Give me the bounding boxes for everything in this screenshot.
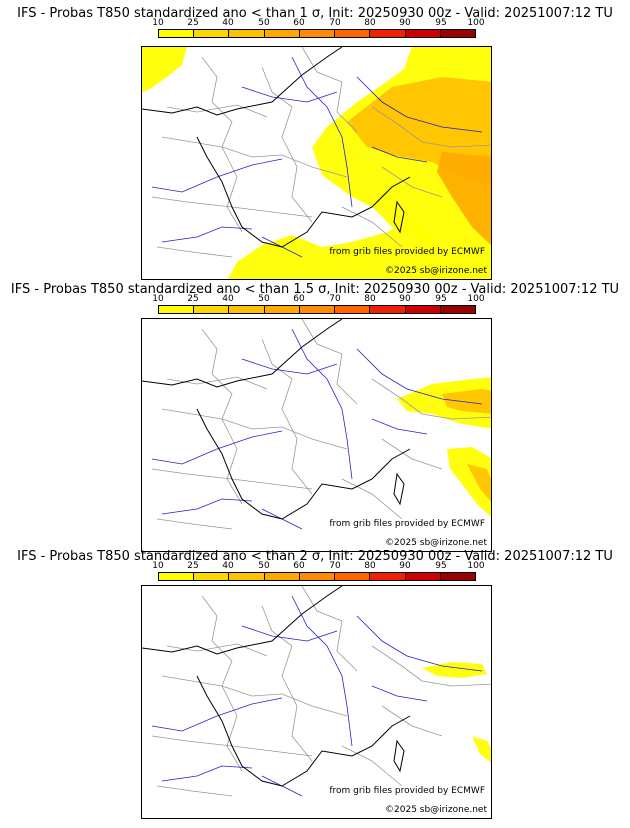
colorbar-swatch (405, 30, 441, 37)
colorbar-tick: 80 (364, 561, 376, 571)
colorbar-swatch (264, 30, 300, 37)
colorbar-tick: 70 (329, 294, 341, 304)
colorbar-swatch (370, 306, 406, 313)
colorbar-swatch (264, 306, 300, 313)
colorbar-swatch (335, 573, 371, 580)
colorbar-tick: 80 (364, 294, 376, 304)
colorbar-swatch (299, 573, 336, 580)
colorbar-tick: 90 (399, 561, 411, 571)
coastline (142, 47, 411, 248)
colorbar-tick: 25 (187, 18, 199, 28)
colorbar-swatch (159, 573, 195, 580)
rivers (151, 328, 483, 530)
rivers (151, 595, 483, 797)
colorbar-tick: 70 (329, 18, 341, 28)
colorbar-tick: 100 (467, 18, 485, 28)
colorbar-swatch (159, 306, 195, 313)
map-frame: from grib files provided by ECMWF ©2025 … (141, 46, 492, 280)
colorbar-swatch (229, 30, 265, 37)
colorbar-swatch (194, 306, 230, 313)
colorbar-tick: 40 (222, 294, 234, 304)
colorbar-tick: 40 (222, 561, 234, 571)
data-source-credit: from grib files provided by ECMWF (329, 519, 485, 529)
admin-borders (151, 586, 491, 797)
colorbar-tick: 90 (399, 294, 411, 304)
colorbar-ticks: 10 25 40 50 60 70 80 90 95 100 (152, 294, 484, 305)
colorbar-tick: 70 (329, 561, 341, 571)
map-panel-3: IFS - Probas T850 standardized ano < tha… (0, 547, 630, 819)
probability-area-low (228, 217, 442, 279)
colorbar-swatch (229, 573, 265, 580)
colorbar-swatch (370, 30, 406, 37)
copyright-credit: ©2025 sb@irizone.net (385, 266, 487, 276)
colorbar-tick: 50 (258, 18, 270, 28)
colorbar-tick: 60 (293, 294, 305, 304)
colorbar-ticks: 10 25 40 50 60 70 80 90 95 100 (152, 561, 484, 572)
colorbar-ticks: 10 25 40 50 60 70 80 90 95 100 (152, 18, 484, 29)
colorbar-swatch (440, 573, 475, 580)
colorbar-swatch (335, 30, 371, 37)
colorbar-swatch (299, 30, 336, 37)
colorbar-swatch (370, 573, 406, 580)
colorbar-tick: 90 (399, 18, 411, 28)
colorbar-tick: 50 (258, 561, 270, 571)
colorbar-tick: 95 (435, 294, 447, 304)
colorbar-swatch (194, 30, 230, 37)
colorbar-swatch (405, 306, 441, 313)
colorbar-swatch (335, 306, 371, 313)
colorbar-swatch (264, 573, 300, 580)
colorbar-swatch (194, 573, 230, 580)
colorbar-tick: 60 (293, 18, 305, 28)
colorbar-tick: 60 (293, 561, 305, 571)
data-source-credit: from grib files provided by ECMWF (329, 247, 485, 257)
colorbar-tick: 100 (467, 294, 485, 304)
colorbar (158, 29, 476, 38)
rivers (151, 56, 483, 258)
probability-area-low (422, 662, 487, 678)
colorbar-tick: 25 (187, 561, 199, 571)
colorbar-swatch (229, 306, 265, 313)
admin-borders (151, 47, 491, 258)
colorbar (158, 305, 476, 314)
map-frame: from grib files provided by ECMWF ©2025 … (141, 318, 492, 552)
colorbar-tick: 95 (435, 18, 447, 28)
colorbar-tick: 25 (187, 294, 199, 304)
colorbar-swatch (405, 573, 441, 580)
panel-title: IFS - Probas T850 standardized ano < tha… (17, 6, 613, 21)
probability-area-high (437, 152, 491, 246)
colorbar (158, 572, 476, 581)
panel-title: IFS - Probas T850 standardized ano < tha… (10, 282, 620, 297)
map-svg (142, 319, 491, 530)
map-panel-2: IFS - Probas T850 standardized ano < tha… (0, 276, 630, 552)
colorbar-tick: 40 (222, 18, 234, 28)
map-panel-1: IFS - Probas T850 standardized ano < tha… (0, 0, 630, 280)
colorbar-tick: 10 (152, 294, 164, 304)
copyright-credit: ©2025 sb@irizone.net (385, 805, 487, 815)
colorbar-tick: 80 (364, 18, 376, 28)
colorbar-swatch (440, 306, 475, 313)
panel-title: IFS - Probas T850 standardized ano < tha… (17, 549, 613, 564)
probability-area-low (472, 736, 491, 763)
probability-area-low (397, 377, 491, 429)
colorbar-tick: 95 (435, 561, 447, 571)
colorbar-tick: 10 (152, 18, 164, 28)
map-svg (142, 47, 491, 279)
colorbar-tick: 50 (258, 294, 270, 304)
colorbar-tick: 10 (152, 561, 164, 571)
colorbar-swatch (440, 30, 475, 37)
colorbar-swatch (299, 306, 336, 313)
map-svg (142, 586, 491, 797)
colorbar-swatch (159, 30, 195, 37)
probability-area-medium (442, 389, 491, 414)
copyright-credit: ©2025 sb@irizone.net (385, 538, 487, 548)
map-frame: from grib files provided by ECMWF ©2025 … (141, 585, 492, 819)
probability-area-low (142, 47, 187, 92)
probability-area-medium (467, 464, 491, 502)
coastline (142, 319, 411, 520)
probability-area-low (447, 447, 491, 518)
colorbar-tick: 100 (467, 561, 485, 571)
admin-borders (151, 319, 491, 530)
coastline (142, 586, 411, 787)
data-source-credit: from grib files provided by ECMWF (329, 786, 485, 796)
